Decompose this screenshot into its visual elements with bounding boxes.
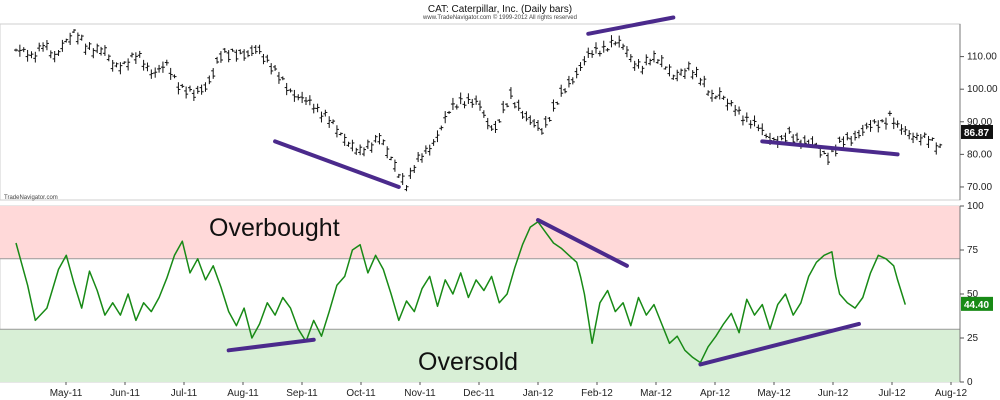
watermark-text: TradeNavigator.com bbox=[4, 195, 58, 201]
x-tick-label: Jan-12 bbox=[523, 388, 554, 399]
x-tick-label: Feb-12 bbox=[581, 388, 613, 399]
oscillator-trendline bbox=[698, 321, 861, 367]
x-tick-label: Jun-12 bbox=[818, 388, 849, 399]
x-tick-label: Aug-12 bbox=[935, 388, 968, 399]
price-trendline bbox=[586, 15, 676, 36]
price-tick-label: 70.00 bbox=[967, 182, 992, 193]
overbought-zone bbox=[0, 206, 960, 259]
oscillator-tick-label: 0 bbox=[967, 377, 973, 388]
x-tick-label: Aug-11 bbox=[227, 388, 259, 399]
last-oscillator-label: 44.40 bbox=[964, 300, 989, 311]
chart-subtitle: www.TradeNavigator.com © 1999-2012 All r… bbox=[422, 14, 577, 21]
x-tick-label: Dec-11 bbox=[463, 388, 495, 399]
oscillator-tick-label: 50 bbox=[967, 289, 979, 300]
price-tick-label: 100.00 bbox=[967, 84, 998, 95]
last-oscillator-box bbox=[961, 296, 993, 311]
price-tick-label: 90.00 bbox=[967, 117, 992, 128]
price-trendline bbox=[760, 139, 900, 157]
x-tick-label: Oct-11 bbox=[346, 388, 376, 399]
price-tick-label: 110.00 bbox=[967, 52, 997, 63]
last-price-label: 86.87 bbox=[964, 128, 989, 139]
oscillator-trendline bbox=[536, 218, 629, 268]
x-tick-label: Jul-11 bbox=[171, 388, 198, 399]
price-tick-label: 80.00 bbox=[967, 149, 992, 160]
oscillator-line bbox=[15, 221, 907, 364]
oscillator-trendline bbox=[226, 337, 316, 353]
price-trendline bbox=[273, 139, 401, 189]
x-tick-label: Jul-12 bbox=[878, 388, 906, 399]
price-panel: 70.00 80.00 90.00 100.00 110.00 86.87 bbox=[0, 15, 998, 201]
last-price-box bbox=[961, 124, 993, 139]
chart-title: CAT: Caterpillar, Inc. (Daily bars) bbox=[428, 4, 572, 15]
price-plot-frame bbox=[0, 23, 961, 201]
oversold-label: Oversold bbox=[418, 348, 518, 376]
x-tick-label: May-12 bbox=[757, 388, 791, 399]
overbought-label: Overbought bbox=[209, 214, 340, 242]
oscillator-tick-label: 100 bbox=[967, 201, 984, 212]
x-tick-label: May-11 bbox=[50, 388, 83, 399]
x-tick-label: Nov-11 bbox=[404, 388, 436, 399]
oscillator-panel: 0 25 50 75 100 44.40 May-11 Jun-11 Jul-11 Aug-11 S… bbox=[0, 201, 993, 399]
x-tick-label: Sep-11 bbox=[286, 388, 318, 399]
x-tick-label: Jun-11 bbox=[110, 388, 140, 399]
oscillator-tick-label: 25 bbox=[967, 333, 979, 344]
oscillator-tick-label: 75 bbox=[967, 245, 979, 256]
x-tick-label: Mar-12 bbox=[640, 388, 672, 399]
x-tick-label: Apr-12 bbox=[700, 388, 730, 399]
